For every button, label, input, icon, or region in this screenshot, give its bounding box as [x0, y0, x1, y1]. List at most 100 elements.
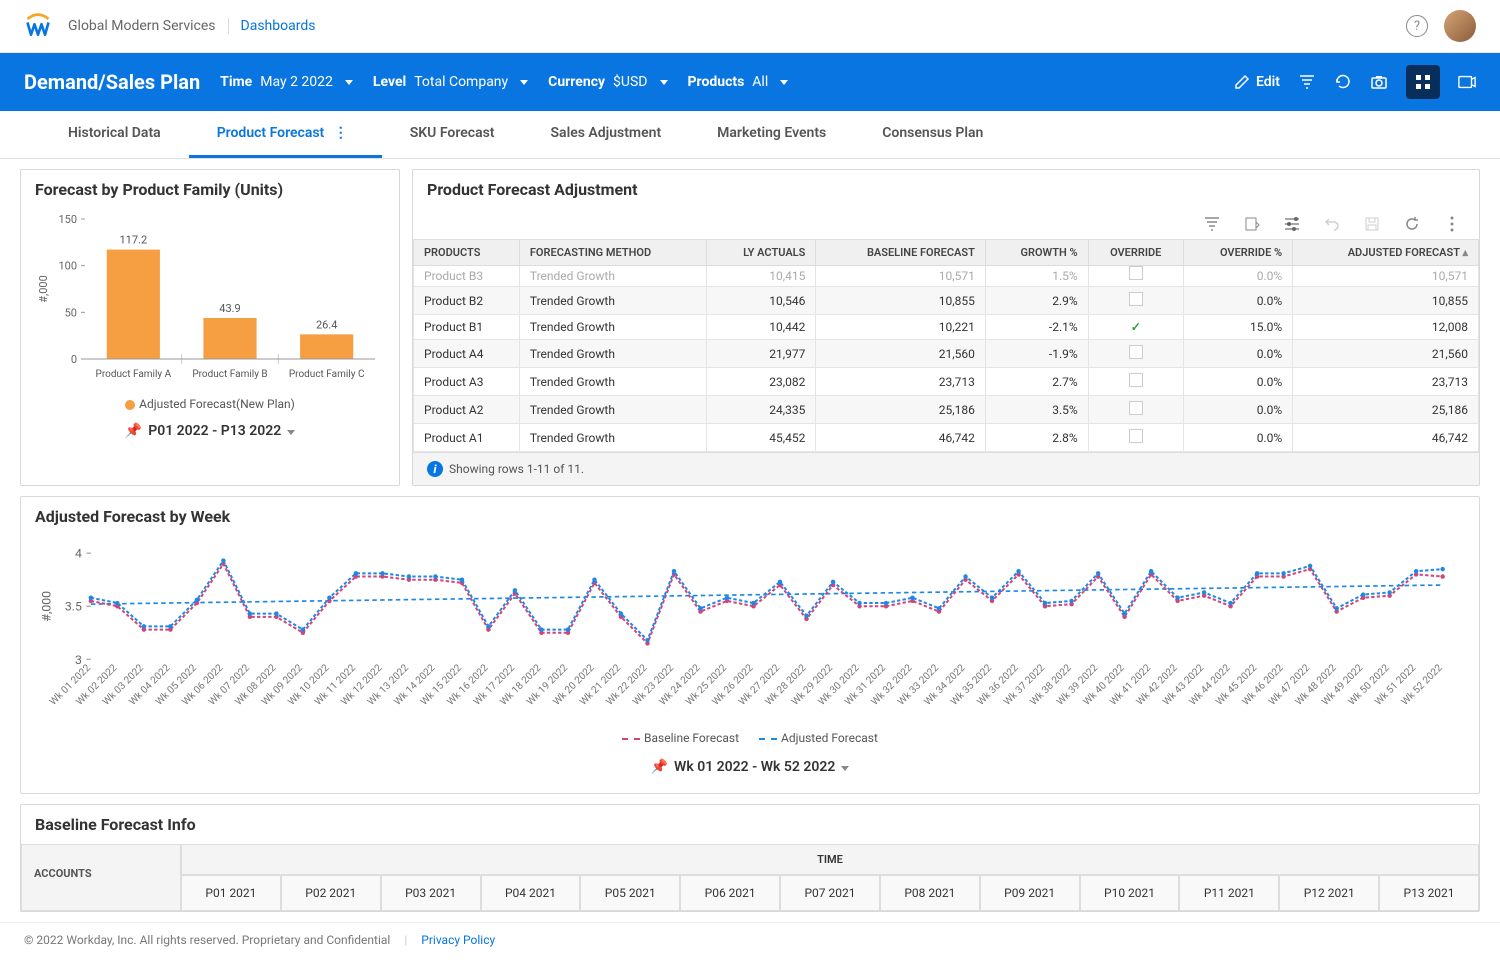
footer: © 2022 Workday, Inc. All rights reserved… [0, 922, 1500, 957]
tab-sku-forecast[interactable]: SKU Forecast [382, 111, 523, 158]
chevron-down-icon [841, 766, 849, 771]
filter-time[interactable]: TimeMay 2 2022 [220, 74, 353, 90]
svg-text:43.9: 43.9 [219, 302, 240, 315]
svg-text:0: 0 [71, 353, 77, 366]
table-row[interactable]: Product A4Trended Growth21,97721,560-1.9… [414, 340, 1479, 368]
period-header[interactable]: P07 2021 [780, 875, 880, 911]
filter-products[interactable]: ProductsAll [688, 74, 789, 90]
period-header[interactable]: P09 2021 [980, 875, 1080, 911]
svg-text:Product Family C: Product Family C [289, 369, 365, 380]
breadcrumb-dashboards[interactable]: Dashboards [229, 18, 316, 34]
svg-text:3: 3 [75, 653, 82, 667]
chevron-down-icon [520, 80, 528, 85]
bar-chart: 050100150#,000117.2Product Family A43.9P… [35, 209, 385, 389]
pin-icon: 📌 [125, 423, 142, 439]
period-header[interactable]: P02 2021 [281, 875, 381, 911]
filter-currency[interactable]: Currency $USD [548, 74, 667, 90]
tab-product-forecast[interactable]: Product Forecast ⋮ [189, 111, 382, 158]
line-period-selector[interactable]: 📌Wk 01 2022 - Wk 52 2022 [35, 751, 1465, 783]
time-header: TIME [181, 844, 1479, 875]
svg-text:4: 4 [75, 547, 82, 561]
chevron-down-icon [780, 80, 788, 85]
filter-value: $USD [613, 74, 647, 90]
period-header[interactable]: P11 2021 [1179, 875, 1279, 911]
edit-button[interactable]: Edit [1234, 74, 1280, 90]
filter-label: Level [373, 74, 406, 90]
col-header[interactable]: LY ACTUALS [706, 240, 815, 266]
col-header[interactable]: BASELINE FORECAST [816, 240, 986, 266]
filter-icon[interactable] [1298, 73, 1316, 91]
period-header[interactable]: P05 2021 [580, 875, 680, 911]
settings-icon[interactable] [1283, 215, 1301, 233]
period-header[interactable]: P13 2021 [1379, 875, 1479, 911]
col-header[interactable]: GROWTH % [985, 240, 1088, 266]
period-header[interactable]: P04 2021 [481, 875, 581, 911]
camera-icon[interactable] [1370, 73, 1388, 91]
svg-text:#,000: #,000 [37, 275, 50, 302]
table-info-text: Showing rows 1-11 of 11. [449, 462, 584, 476]
table-row[interactable]: Product A2Trended Growth24,33525,1863.5%… [414, 396, 1479, 424]
filter-level[interactable]: LevelTotal Company [373, 74, 528, 90]
tab-historical-data[interactable]: Historical Data [40, 111, 189, 158]
col-header[interactable]: OVERRIDE % [1183, 240, 1292, 266]
svg-text:100: 100 [58, 260, 77, 273]
filter-rows-icon[interactable] [1203, 215, 1221, 233]
filter-label: Time [220, 74, 252, 90]
adjusted-forecast-week-panel: Adjusted Forecast by Week 33.54#,000Wk 0… [20, 496, 1480, 794]
table-row[interactable]: Product B3Trended Growth10,41510,5711.5%… [414, 266, 1479, 287]
forecast-adjustment-panel: Product Forecast Adjustment PRODUCTSFORE… [412, 169, 1480, 486]
refresh-icon[interactable] [1334, 73, 1352, 91]
svg-text:#,000: #,000 [40, 591, 54, 622]
svg-text:117.2: 117.2 [120, 234, 148, 247]
col-header[interactable]: FORECASTING METHOD [519, 240, 706, 266]
period-header[interactable]: P06 2021 [680, 875, 780, 911]
table-row[interactable]: Product A3Trended Growth23,08223,7132.7%… [414, 368, 1479, 396]
page-title: Demand/Sales Plan [24, 70, 200, 94]
export-icon[interactable] [1243, 215, 1261, 233]
chevron-down-icon [345, 80, 353, 85]
baseline-title: Baseline Forecast Info [21, 805, 1479, 844]
avatar[interactable] [1444, 10, 1476, 42]
table-row[interactable]: Product A1Trended Growth45,45246,7422.8%… [414, 424, 1479, 452]
pencil-icon [1234, 74, 1250, 90]
col-header[interactable]: ADJUSTED FORECAST ▴ [1293, 240, 1479, 266]
line-period-text: Wk 01 2022 - Wk 52 2022 [674, 759, 835, 775]
tab-consensus-plan[interactable]: Consensus Plan [854, 111, 1011, 158]
reload-icon[interactable] [1403, 215, 1421, 233]
col-header[interactable]: PRODUCTS [414, 240, 520, 266]
line-chart: 33.54#,000Wk 01 2022Wk 02 2022Wk 03 2022… [35, 542, 1465, 721]
period-header[interactable]: P10 2021 [1080, 875, 1180, 911]
present-icon[interactable] [1458, 73, 1476, 91]
undo-icon[interactable] [1323, 215, 1341, 233]
privacy-link[interactable]: Privacy Policy [421, 933, 495, 947]
forecast-table: PRODUCTSFORECASTING METHODLY ACTUALSBASE… [413, 239, 1479, 452]
line-legend: Baseline ForecastAdjusted Forecast [35, 725, 1465, 751]
more-icon[interactable] [1443, 215, 1461, 233]
svg-text:50: 50 [65, 306, 77, 319]
table-info-row: i Showing rows 1-11 of 11. [413, 452, 1479, 485]
help-icon[interactable]: ? [1406, 15, 1428, 37]
col-header[interactable]: OVERRIDE [1088, 240, 1183, 266]
bar-chart-title: Forecast by Product Family (Units) [21, 170, 399, 209]
period-header[interactable]: P08 2021 [880, 875, 980, 911]
chevron-down-icon [660, 80, 668, 85]
topbar: Global Modern Services Dashboards ? [0, 0, 1500, 53]
table-row[interactable]: Product B1Trended Growth10,44210,221-2.1… [414, 315, 1479, 340]
chevron-down-icon [287, 430, 295, 435]
tab-sales-adjustment[interactable]: Sales Adjustment [523, 111, 690, 158]
bar-period-selector[interactable]: 📌P01 2022 - P13 2022 [35, 415, 385, 447]
table-row[interactable]: Product B2Trended Growth10,54610,8552.9%… [414, 287, 1479, 315]
period-header[interactable]: P01 2021 [181, 875, 281, 911]
svg-text:Product Family B: Product Family B [192, 369, 267, 380]
svg-text:3.5: 3.5 [65, 600, 82, 614]
save-icon[interactable] [1363, 215, 1381, 233]
filter-label: Currency [548, 74, 605, 90]
baseline-forecast-info-panel: Baseline Forecast Info ACCOUNTS TIME P01… [20, 804, 1480, 912]
table-toolbar [413, 209, 1479, 239]
tab-marketing-events[interactable]: Marketing Events [689, 111, 854, 158]
filter-value: All [752, 74, 768, 90]
grid-view-icon[interactable] [1406, 65, 1440, 99]
period-header[interactable]: P03 2021 [381, 875, 481, 911]
tab-menu-icon[interactable]: ⋮ [324, 125, 354, 141]
period-header[interactable]: P12 2021 [1279, 875, 1379, 911]
